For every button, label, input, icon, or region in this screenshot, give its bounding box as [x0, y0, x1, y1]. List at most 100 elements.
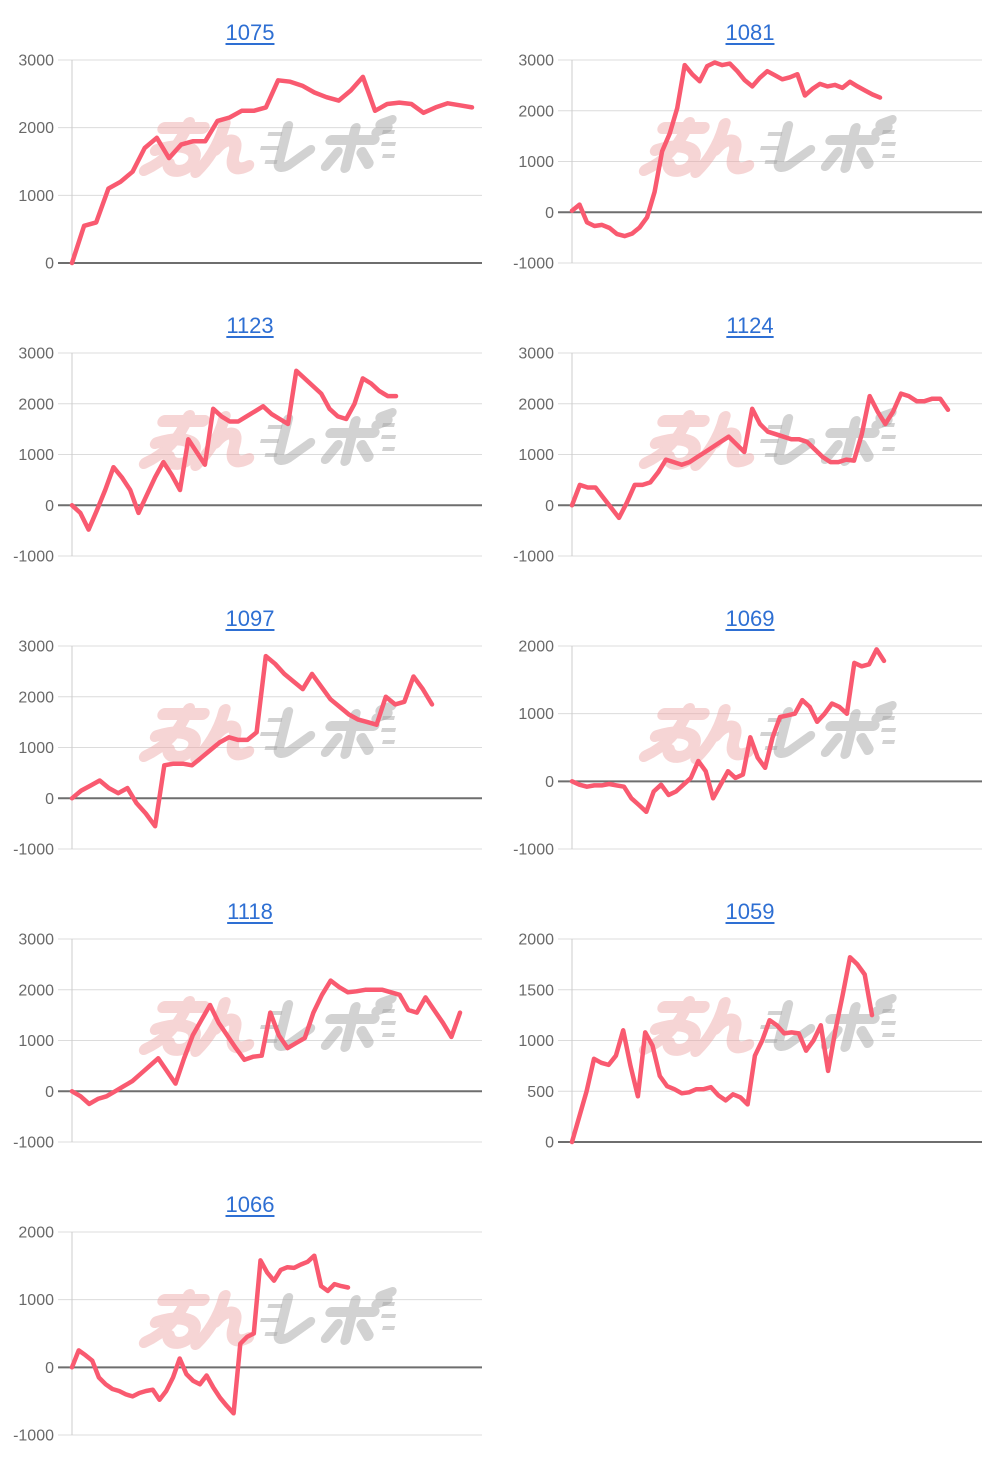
y-tick-label: -1000: [513, 842, 554, 859]
y-tick-label: 3000: [18, 53, 54, 70]
y-tick-label: 2000: [518, 396, 554, 413]
chart-title-row: 1081: [500, 0, 1000, 50]
chart-cell: 1059 0 500 1000 1500 2000: [500, 879, 1000, 1172]
watermark-speed-lines: [260, 716, 397, 750]
y-tick-label: 2000: [518, 639, 554, 656]
watermark-speed-lines: [260, 130, 397, 164]
machine-number-link[interactable]: 1059: [725, 899, 775, 924]
machine-number-link[interactable]: 1069: [725, 606, 775, 631]
y-axis-labels: 0 500 1000 1500 2000: [518, 932, 554, 1152]
y-tick-label: 0: [545, 774, 554, 791]
chart-cell: 1075 0 1000 2000 3000: [0, 0, 500, 293]
watermark-logo: [138, 408, 397, 471]
y-tick-label: 500: [527, 1084, 554, 1101]
y-tick-label: -1000: [13, 1428, 54, 1445]
series-line: [569, 647, 887, 815]
gridlines: [558, 352, 982, 557]
line-chart-svg: 0 1000 2000 3000: [18, 53, 482, 273]
y-axis-labels: -1000 0 1000 2000 3000: [513, 346, 554, 566]
y-axis-labels: -1000 0 1000 2000: [513, 639, 554, 859]
y-tick-label: -1000: [13, 549, 54, 566]
series-line: [69, 74, 475, 266]
series-line: [69, 978, 463, 1107]
line-chart-plot: -1000 0 1000 2000: [0, 1222, 500, 1465]
watermark-pink-text: [138, 703, 255, 764]
line-chart-svg: -1000 0 1000 2000 3000: [13, 932, 482, 1152]
chart-cell: 1069 -1000 0 1000 2000: [500, 586, 1000, 879]
machine-number-link[interactable]: 1066: [225, 1192, 275, 1217]
y-axis-labels: -1000 0 1000 2000 3000: [13, 346, 54, 566]
chart-cell: 1118 -1000 0 1000 2000 3000: [0, 879, 500, 1172]
chart-title-row: 1118: [0, 879, 500, 929]
y-tick-label: 0: [545, 498, 554, 515]
y-tick-label: 3000: [18, 346, 54, 363]
watermark-pink-text: [138, 410, 255, 471]
chart-title-row: 1069: [500, 586, 1000, 636]
line-chart-svg: -1000 0 1000 2000 3000: [13, 639, 482, 859]
series-line: [69, 1253, 351, 1416]
watermark-speed-lines: [760, 130, 897, 164]
y-tick-label: 1000: [18, 740, 54, 757]
y-axis-labels: -1000 0 1000 2000 3000: [13, 932, 54, 1152]
watermark-gray-text: [273, 701, 397, 759]
watermark-pink-text: [638, 703, 755, 764]
machine-number-link[interactable]: 1097: [225, 606, 275, 631]
chart-title-row: 1059: [500, 879, 1000, 929]
y-tick-label: 2000: [18, 120, 54, 137]
watermark-speed-lines: [260, 423, 397, 457]
watermark-pink-text: [638, 996, 755, 1057]
y-tick-label: 0: [545, 205, 554, 222]
gridlines: [58, 59, 482, 264]
chart-title-row: 1123: [0, 293, 500, 343]
watermark-logo: [138, 994, 397, 1057]
watermark-logo: [138, 701, 397, 764]
chart-title-row: 1097: [0, 586, 500, 636]
chart-cell: 1081 -1000 0 1000 2000 3000: [500, 0, 1000, 293]
line-chart-svg: -1000 0 1000 2000: [13, 1225, 482, 1445]
y-tick-label: 0: [545, 1135, 554, 1152]
watermark-speed-lines: [260, 1302, 397, 1336]
line-chart-plot: -1000 0 1000 2000 3000: [0, 343, 500, 586]
y-tick-label: 1000: [18, 1033, 54, 1050]
y-tick-label: -1000: [513, 256, 554, 273]
watermark-pink-text: [138, 1289, 255, 1350]
y-tick-label: 2000: [518, 932, 554, 949]
y-tick-label: 2000: [18, 1225, 54, 1242]
watermark-pink-text: [638, 410, 755, 471]
series-line: [569, 60, 883, 239]
chart-cell: 1097 -1000 0 1000 2000 3000: [0, 586, 500, 879]
machine-number-link[interactable]: 1081: [725, 20, 775, 45]
watermark-logo: [138, 1287, 397, 1350]
machine-number-link[interactable]: 1075: [225, 20, 275, 45]
y-axis-labels: 0 1000 2000 3000: [18, 53, 54, 273]
line-chart-plot: 0 1000 2000 3000: [0, 50, 500, 293]
y-tick-label: 3000: [518, 53, 554, 70]
machine-number-link[interactable]: 1123: [226, 313, 274, 338]
y-tick-label: 0: [45, 791, 54, 808]
machine-number-link[interactable]: 1118: [227, 899, 273, 924]
series-line: [569, 955, 875, 1145]
chart-title-row: 1075: [0, 0, 500, 50]
y-tick-label: 2000: [18, 396, 54, 413]
line-chart-svg: -1000 0 1000 2000 3000: [513, 53, 982, 273]
line-chart-plot: 0 500 1000 1500 2000: [500, 929, 1000, 1172]
watermark-gray-text: [273, 994, 397, 1052]
line-chart-plot: -1000 0 1000 2000 3000: [500, 343, 1000, 586]
watermark-logo: [638, 115, 897, 178]
watermark-logo: [138, 115, 397, 178]
series-line: [569, 391, 951, 521]
gridlines: [558, 645, 982, 850]
y-tick-label: 0: [45, 498, 54, 515]
gridlines: [558, 938, 982, 1143]
y-tick-label: 1000: [18, 447, 54, 464]
y-tick-label: -1000: [13, 842, 54, 859]
y-axis-labels: -1000 0 1000 2000: [13, 1225, 54, 1445]
watermark-gray-text: [273, 408, 397, 466]
series-line: [69, 368, 399, 532]
machine-number-link[interactable]: 1124: [726, 313, 774, 338]
y-tick-label: 3000: [518, 346, 554, 363]
watermark-gray-text: [273, 1287, 397, 1345]
watermark-gray-text: [773, 701, 897, 759]
y-tick-label: -1000: [13, 1135, 54, 1152]
